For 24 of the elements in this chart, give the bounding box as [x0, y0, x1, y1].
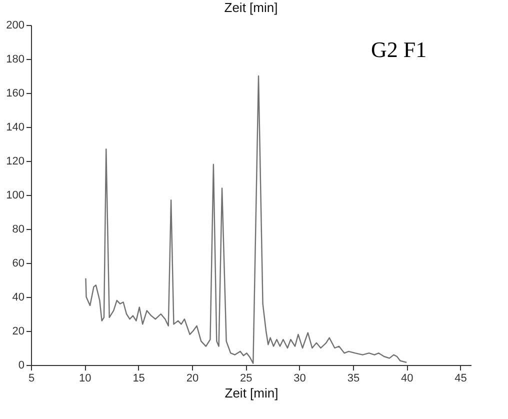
x-tick-label: 20 [186, 372, 199, 384]
x-axis-title: Zeit [min] [224, 386, 278, 400]
y-tick-label: 140 [6, 122, 24, 134]
y-tick-label: 0 [18, 360, 24, 372]
x-tick-label: 45 [454, 372, 467, 384]
x-tick-label: 15 [132, 372, 145, 384]
y-tick-label: 200 [6, 20, 24, 32]
x-tick-label: 10 [79, 372, 92, 384]
y-tick-label: 80 [12, 224, 24, 236]
annotation: G2 F1 [371, 37, 427, 62]
x-tick-label: 25 [240, 372, 252, 384]
y-tick-label: 100 [6, 190, 24, 202]
x-tick-label: 35 [347, 372, 360, 384]
y-tick-label: 120 [6, 156, 24, 168]
x-tick-label: 5 [28, 372, 35, 384]
y-tick-label: 180 [6, 54, 24, 66]
chart-title: Zeit [min] [224, 0, 278, 15]
y-tick-label: 20 [12, 326, 24, 338]
y-tick-label: 160 [6, 88, 24, 100]
x-tick-label: 40 [400, 372, 414, 384]
y-tick-label: 60 [12, 258, 24, 270]
y-tick-label: 40 [12, 292, 24, 304]
line-series [85, 75, 408, 364]
x-tick-label: 30 [294, 372, 306, 384]
